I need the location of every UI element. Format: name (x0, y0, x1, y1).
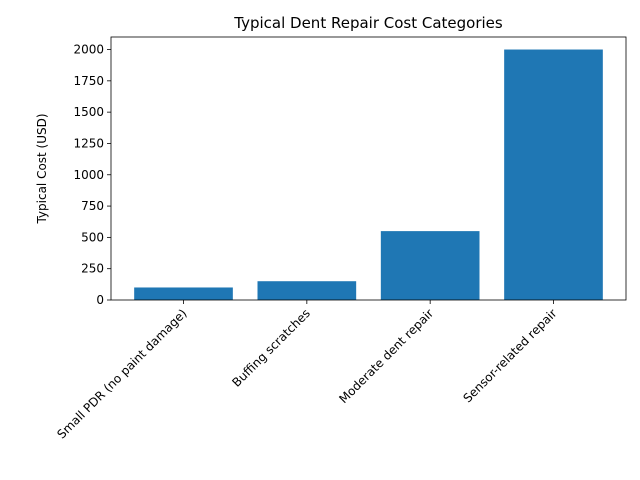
y-tick-label: 2000 (73, 43, 104, 57)
y-tick-label: 500 (81, 230, 104, 244)
bar-2 (257, 281, 357, 300)
x-tick-label: Sensor-related repair (460, 306, 559, 405)
y-tick-label: 250 (81, 262, 104, 276)
chart-title: Typical Dent Repair Cost Categories (233, 14, 503, 32)
y-tick-label: 1250 (73, 136, 104, 150)
y-tick-label: 1500 (73, 105, 104, 119)
y-tick-label: 0 (96, 293, 104, 307)
x-tick-label: Buffing scratches (229, 306, 313, 390)
bar-1 (134, 287, 233, 300)
y-tick-label: 1750 (73, 74, 104, 88)
y-tick-label: 750 (81, 199, 104, 213)
y-tick-label: 1000 (73, 168, 104, 182)
y-axis-label: Typical Cost (USD) (35, 113, 49, 224)
y-axis: 0 250 500 750 1000 1250 1500 1750 2000 (73, 43, 111, 307)
x-tick-label: Moderate dent repair (336, 306, 436, 406)
bar-3 (380, 231, 480, 300)
x-axis: Small PDR (no paint damage) Buffing scrat… (54, 300, 560, 442)
plot-frame (110, 36, 627, 301)
bar-4 (504, 49, 603, 301)
x-tick-label: Small PDR (no paint damage) (54, 306, 189, 441)
bars-group (134, 49, 603, 301)
